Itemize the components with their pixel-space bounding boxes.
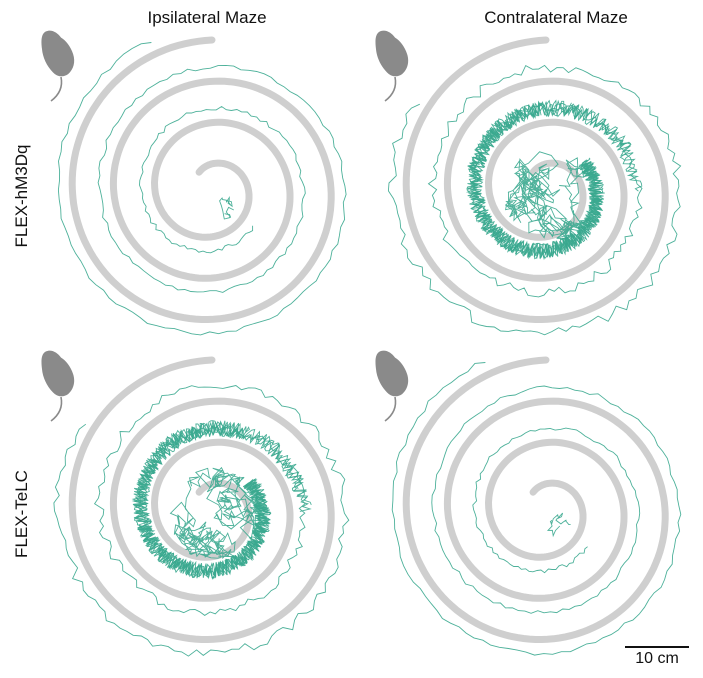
mouse-icon bbox=[41, 30, 75, 102]
mouse-body-icon bbox=[375, 30, 409, 77]
spiral-maze-wall bbox=[68, 36, 335, 323]
mouse-trajectory bbox=[133, 420, 271, 578]
mouse-tail-icon bbox=[384, 76, 397, 102]
scale-bar-label: 10 cm bbox=[635, 650, 679, 667]
mouse-trajectory bbox=[546, 512, 571, 538]
spiral-maze-wall bbox=[402, 36, 669, 323]
maze-panel-r1-c1 bbox=[375, 350, 682, 656]
mouse-icon bbox=[375, 30, 409, 102]
mouse-body-icon bbox=[41, 30, 75, 77]
mouse-trajectory bbox=[504, 151, 589, 240]
mouse-tail-icon bbox=[50, 76, 63, 102]
mouse-tail-icon bbox=[384, 396, 397, 422]
mouse-body-icon bbox=[375, 350, 409, 397]
maze-panel-r1-c0 bbox=[41, 350, 350, 657]
mouse-trajectory bbox=[391, 362, 682, 656]
mouse-tail-icon bbox=[50, 396, 63, 422]
mouse-trajectory bbox=[468, 99, 643, 261]
column-title-contralateral: Contralateral Maze bbox=[484, 8, 628, 27]
scale-bar bbox=[625, 646, 689, 648]
mouse-trajectory bbox=[57, 42, 347, 336]
mouse-trajectory bbox=[465, 102, 632, 259]
mouse-trajectory bbox=[219, 196, 235, 220]
spiral-maze-wall bbox=[68, 356, 335, 643]
maze-panel-r0-c0 bbox=[41, 30, 347, 336]
mouse-icon bbox=[41, 350, 75, 422]
maze-panel-r0-c1 bbox=[375, 30, 682, 336]
mouse-body-icon bbox=[41, 350, 75, 397]
spiral-maze-wall bbox=[402, 356, 669, 643]
column-title-ipsilateral: Ipsilateral Maze bbox=[147, 8, 267, 27]
mouse-icon bbox=[375, 350, 409, 422]
mouse-trajectory bbox=[169, 466, 265, 560]
